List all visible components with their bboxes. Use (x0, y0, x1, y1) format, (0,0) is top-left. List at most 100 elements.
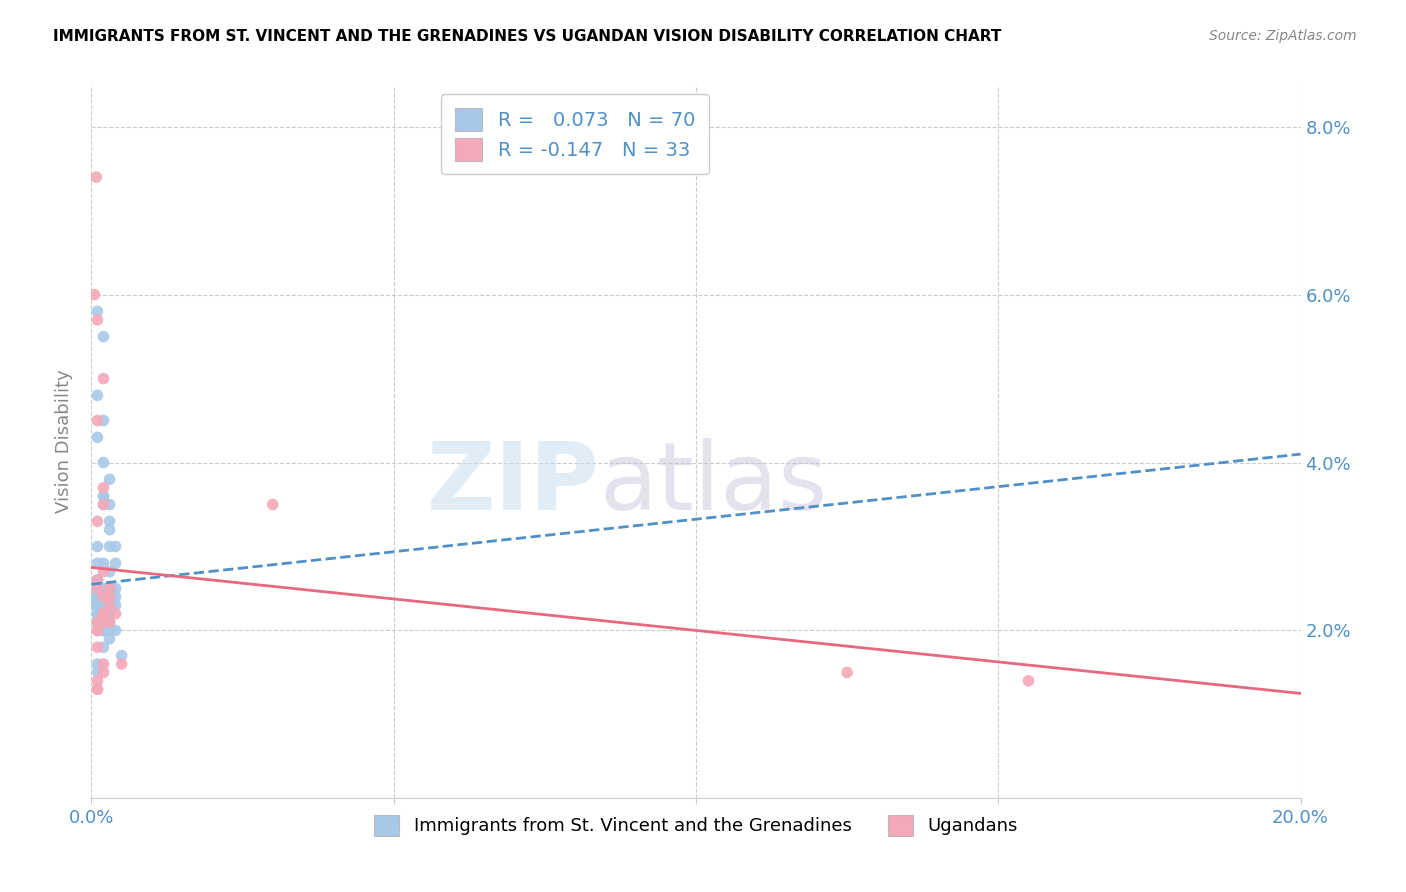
Point (98, 582, 121, 596)
Point (104, 599, 127, 613)
Point (93, 582, 115, 596)
Point (104, 582, 127, 596)
Point (93, 489, 115, 503)
Point (86, 590, 108, 604)
Point (262, 498, 284, 512)
Point (86, 304, 108, 318)
Point (86, 599, 108, 613)
Point (1018, 673, 1040, 688)
Point (86, 615, 108, 629)
Point (93, 607, 115, 621)
Point (93, 590, 115, 604)
Text: ZIP: ZIP (426, 438, 599, 531)
Point (93, 624, 115, 638)
Point (86, 607, 108, 621)
Point (86, 607, 108, 621)
Point (93, 615, 115, 629)
Point (93, 489, 115, 503)
Point (93, 624, 115, 638)
Point (111, 657, 132, 671)
Point (104, 540, 127, 554)
Point (98, 540, 121, 554)
Point (93, 590, 115, 604)
Point (98, 498, 121, 512)
Point (104, 590, 127, 604)
Point (86, 615, 108, 629)
Point (93, 371, 115, 385)
Point (93, 556, 115, 570)
Point (93, 657, 115, 671)
Point (93, 590, 115, 604)
Point (86, 582, 108, 596)
Point (86, 413, 108, 427)
Point (86, 607, 108, 621)
Point (98, 565, 121, 579)
Point (86, 540, 108, 554)
Point (86, 582, 108, 596)
Point (86, 624, 108, 638)
Legend: Immigrants from St. Vincent and the Grenadines, Ugandans: Immigrants from St. Vincent and the Gren… (367, 807, 1025, 843)
Point (98, 590, 121, 604)
Point (93, 582, 115, 596)
Text: Source: ZipAtlas.com: Source: ZipAtlas.com (1209, 29, 1357, 43)
Point (111, 648, 132, 663)
Point (93, 607, 115, 621)
Point (98, 472, 121, 486)
Point (98, 590, 121, 604)
Point (93, 640, 115, 655)
Point (93, 481, 115, 495)
Point (86, 682, 108, 697)
Point (86, 514, 108, 528)
Point (98, 599, 121, 613)
Point (93, 599, 115, 613)
Point (86, 640, 108, 655)
Point (98, 607, 121, 621)
Point (86, 590, 108, 604)
Point (86, 388, 108, 402)
Point (93, 624, 115, 638)
Point (104, 556, 127, 570)
Point (98, 582, 121, 596)
Point (86, 607, 108, 621)
Point (98, 615, 121, 629)
Point (84, 599, 107, 613)
Point (86, 556, 108, 570)
Point (86, 682, 108, 697)
Point (86, 624, 108, 638)
Point (98, 624, 121, 638)
Point (104, 624, 127, 638)
Point (86, 430, 108, 444)
Point (98, 514, 121, 528)
Point (93, 582, 115, 596)
Point (86, 582, 108, 596)
Point (93, 615, 115, 629)
Point (93, 498, 115, 512)
Point (835, 665, 858, 680)
Point (93, 329, 115, 343)
Point (86, 313, 108, 327)
Point (86, 573, 108, 587)
Point (98, 590, 121, 604)
Point (98, 615, 121, 629)
Point (83, 590, 105, 604)
Point (86, 665, 108, 680)
Point (93, 413, 115, 427)
Point (84, 170, 107, 185)
Point (93, 607, 115, 621)
Point (83, 287, 105, 301)
Point (98, 523, 121, 537)
Point (86, 573, 108, 587)
Point (104, 607, 127, 621)
Point (89, 607, 111, 621)
Point (93, 456, 115, 470)
Point (93, 565, 115, 579)
Point (98, 599, 121, 613)
Text: atlas: atlas (599, 438, 828, 531)
Point (93, 665, 115, 680)
Point (98, 582, 121, 596)
Y-axis label: Vision Disability: Vision Disability (55, 369, 73, 514)
Point (93, 599, 115, 613)
Point (86, 673, 108, 688)
Point (86, 624, 108, 638)
Point (86, 657, 108, 671)
